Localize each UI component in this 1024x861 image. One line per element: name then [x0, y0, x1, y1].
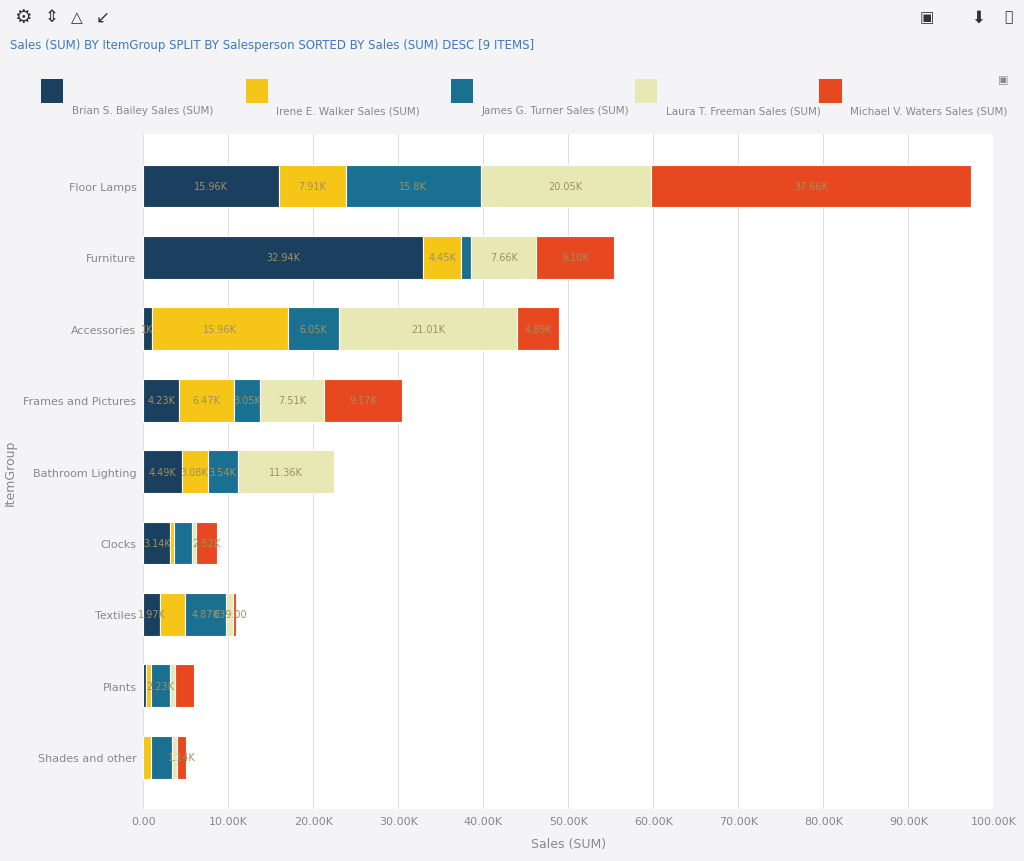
- Text: Irene E. Walker Sales (SUM): Irene E. Walker Sales (SUM): [276, 106, 420, 116]
- Text: 9.10K: 9.10K: [561, 253, 589, 263]
- Text: Brian S. Bailey Sales (SUM): Brian S. Bailey Sales (SUM): [72, 106, 213, 116]
- Text: 2.52K: 2.52K: [193, 538, 220, 548]
- Bar: [260, 380, 324, 422]
- Text: Michael V. Waters Sales (SUM): Michael V. Waters Sales (SUM): [850, 106, 1008, 116]
- Bar: [152, 665, 170, 708]
- Text: 4.49K: 4.49K: [148, 467, 176, 477]
- Text: 32.94K: 32.94K: [266, 253, 300, 263]
- Bar: [175, 665, 195, 708]
- Bar: [324, 380, 402, 422]
- Bar: [226, 593, 233, 636]
- Bar: [193, 522, 196, 565]
- Bar: [143, 237, 423, 280]
- Bar: [339, 308, 517, 350]
- X-axis label: Sales (SUM): Sales (SUM): [530, 838, 606, 851]
- Bar: [174, 522, 193, 565]
- Bar: [233, 593, 237, 636]
- Text: ↙: ↙: [95, 9, 110, 27]
- Bar: [146, 665, 152, 708]
- Y-axis label: ItemGroup: ItemGroup: [3, 439, 16, 505]
- FancyBboxPatch shape: [41, 79, 63, 104]
- Bar: [143, 736, 151, 778]
- Bar: [172, 736, 176, 778]
- Text: 15.96K: 15.96K: [203, 325, 237, 334]
- Text: 4.45K: 4.45K: [428, 253, 456, 263]
- Text: 6.47K: 6.47K: [193, 396, 221, 406]
- Text: ▣: ▣: [920, 10, 934, 25]
- Bar: [423, 237, 461, 280]
- Bar: [143, 593, 160, 636]
- Text: 2.23K: 2.23K: [146, 681, 175, 691]
- FancyBboxPatch shape: [819, 79, 842, 104]
- Text: 839.00: 839.00: [213, 610, 247, 620]
- Text: 7.66K: 7.66K: [489, 253, 518, 263]
- Bar: [346, 165, 480, 208]
- Text: 3.08K: 3.08K: [180, 467, 209, 477]
- Bar: [151, 736, 172, 778]
- FancyBboxPatch shape: [451, 79, 473, 104]
- Bar: [181, 450, 208, 493]
- Text: 3.05K: 3.05K: [233, 396, 261, 406]
- Text: 1.97K: 1.97K: [138, 610, 166, 620]
- Bar: [288, 308, 339, 350]
- Bar: [184, 593, 226, 636]
- Text: 6.05K: 6.05K: [299, 325, 327, 334]
- Text: Sales (SUM) BY ItemGroup SPLIT BY Salesperson SORTED BY Sales (SUM) DESC [9 ITEM: Sales (SUM) BY ItemGroup SPLIT BY Salesp…: [10, 40, 535, 53]
- FancyBboxPatch shape: [246, 79, 268, 104]
- Bar: [517, 308, 559, 350]
- Text: 15.96K: 15.96K: [195, 182, 228, 192]
- Bar: [160, 593, 184, 636]
- Text: Laura T. Freeman Sales (SUM): Laura T. Freeman Sales (SUM): [666, 106, 820, 116]
- Bar: [143, 165, 279, 208]
- Text: 1K: 1K: [141, 325, 154, 334]
- Bar: [651, 165, 971, 208]
- Bar: [234, 380, 260, 422]
- Bar: [179, 380, 234, 422]
- Bar: [152, 308, 288, 350]
- Text: 4.23K: 4.23K: [147, 396, 175, 406]
- Text: 3.14K: 3.14K: [142, 538, 171, 548]
- Text: ▣: ▣: [998, 75, 1009, 85]
- Text: 4.87K: 4.87K: [191, 610, 219, 620]
- Bar: [143, 308, 152, 350]
- Bar: [196, 522, 217, 565]
- Bar: [279, 165, 346, 208]
- Text: ⚙: ⚙: [13, 8, 32, 27]
- Text: 37.66K: 37.66K: [794, 182, 828, 192]
- Bar: [208, 450, 238, 493]
- Text: ⬇: ⬇: [971, 9, 985, 27]
- Bar: [176, 736, 186, 778]
- Text: 20.05K: 20.05K: [549, 182, 583, 192]
- Bar: [143, 450, 181, 493]
- Text: △: △: [71, 10, 83, 25]
- Bar: [143, 665, 146, 708]
- Text: 15.8K: 15.8K: [399, 182, 427, 192]
- Bar: [143, 380, 179, 422]
- Text: ⇕: ⇕: [44, 9, 58, 27]
- Bar: [238, 450, 335, 493]
- Bar: [480, 165, 651, 208]
- FancyBboxPatch shape: [635, 79, 657, 104]
- Bar: [461, 237, 471, 280]
- Text: 4.89K: 4.89K: [524, 325, 552, 334]
- Text: 21.01K: 21.01K: [412, 325, 445, 334]
- Text: 1.14K: 1.14K: [168, 753, 196, 762]
- Bar: [143, 522, 170, 565]
- Text: 9.17K: 9.17K: [349, 396, 377, 406]
- Bar: [537, 237, 613, 280]
- Text: 3.54K: 3.54K: [209, 467, 237, 477]
- Bar: [170, 522, 174, 565]
- Text: 7.91K: 7.91K: [299, 182, 327, 192]
- Text: James G. Turner Sales (SUM): James G. Turner Sales (SUM): [481, 106, 629, 116]
- Text: ⤢: ⤢: [1005, 10, 1013, 24]
- Text: 7.51K: 7.51K: [279, 396, 306, 406]
- Text: 11.36K: 11.36K: [269, 467, 303, 477]
- Bar: [170, 665, 175, 708]
- Bar: [471, 237, 537, 280]
